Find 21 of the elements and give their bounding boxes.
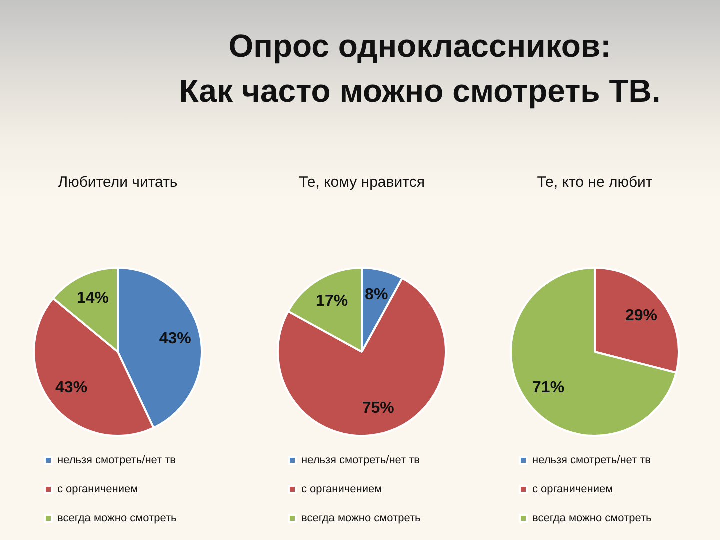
legend-label: с органичением [302, 484, 382, 496]
text: Опрос одноклассников: Как часто можно смотреть ТВ. [178, 27, 662, 111]
data-label: 71% [532, 379, 565, 396]
legend-label: всегда можно смотреть [58, 512, 177, 525]
chart-title: Любители читать [58, 174, 178, 192]
data-label: 17% [316, 292, 348, 310]
data-label: 43% [159, 330, 192, 348]
legend-label: всегда можно смотреть [302, 512, 421, 525]
legend-label: с органичением [58, 484, 138, 496]
data-label: 75% [362, 400, 394, 417]
chart-title: Те, кто не любит [537, 174, 653, 192]
legend-label: нельзя смотреть/нет тв [532, 454, 652, 467]
legend-label: нельзя смотреть/нет тв [58, 454, 176, 467]
chart-title: Те, кому нравится [299, 174, 425, 192]
legend-label: нельзя смотреть/нет тв [302, 454, 420, 467]
data-label: 8% [365, 286, 388, 304]
data-label: 14% [76, 290, 109, 308]
legend-label: с органичением [532, 484, 614, 496]
data-label: 29% [625, 307, 658, 324]
data-label: 43% [56, 379, 88, 396]
legend-label: всегда можно смотреть [532, 512, 652, 525]
